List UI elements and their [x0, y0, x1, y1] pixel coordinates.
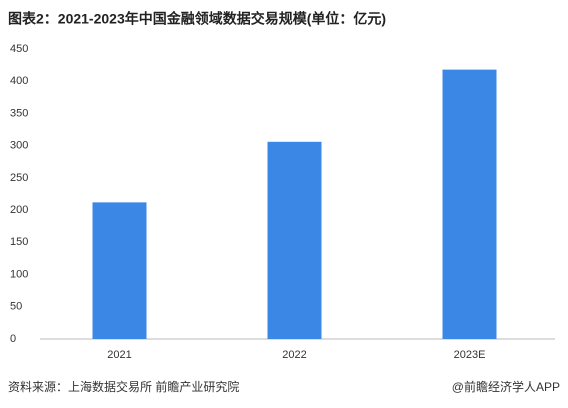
x-tick-label: 2023E — [454, 349, 486, 361]
y-tick-label: 50 — [10, 301, 22, 313]
y-tick-label: 350 — [10, 107, 28, 119]
x-tick-label: 2022 — [282, 349, 306, 361]
y-tick-label: 250 — [10, 172, 28, 184]
bar — [442, 69, 497, 339]
x-tick-label: 2021 — [107, 349, 131, 361]
y-tick-label: 100 — [10, 268, 28, 280]
bar — [267, 141, 322, 339]
y-tick-label: 300 — [10, 140, 28, 152]
y-tick-label: 0 — [10, 333, 16, 345]
y-tick-label: 200 — [10, 204, 28, 216]
bar — [92, 202, 147, 339]
y-tick-label: 450 — [10, 43, 28, 55]
credit: @前瞻经济学人APP — [452, 379, 560, 394]
y-tick-label: 150 — [10, 236, 28, 248]
y-tick-label: 400 — [10, 75, 28, 87]
chart-title: 图表2：2021-2023年中国金融领域数据交易规模(单位：亿元) — [8, 11, 386, 27]
source: 资料来源：上海数据交易所 前瞻产业研究院 — [8, 379, 239, 394]
